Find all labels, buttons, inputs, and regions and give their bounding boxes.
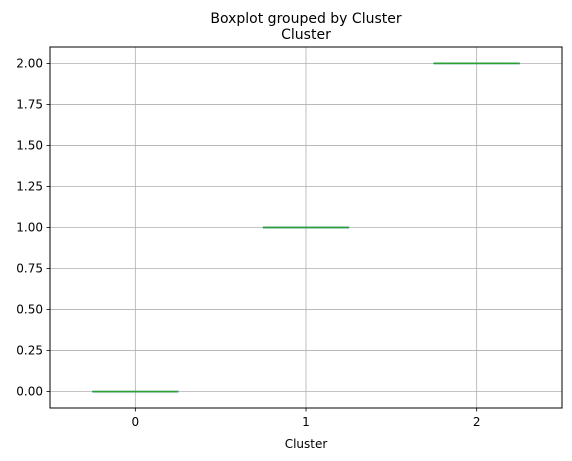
y-axis: 0.00 0.25 0.50 0.75 1.00 1.25 1.50 1.75 2.00 [16,56,50,399]
y-tick-label: 0.50 [16,303,43,317]
y-tick-label: 0.00 [16,385,43,399]
y-tick-label: 2.00 [16,56,43,70]
chart-suptitle: Boxplot grouped by Cluster [210,11,401,27]
y-tick-label: 0.75 [16,262,43,276]
x-tick-label: 1 [302,415,310,429]
x-tick-label: 2 [473,415,481,429]
chart-title: Cluster [281,27,331,43]
x-axis-label: Cluster [285,437,328,451]
x-axis: 0 1 2 [132,408,481,429]
x-tick-label: 0 [132,415,140,429]
y-tick-label: 1.50 [16,138,43,152]
box-series [92,62,520,393]
y-tick-label: 0.25 [16,344,43,358]
y-tick-label: 1.25 [16,179,43,193]
y-tick-label: 1.75 [16,97,43,111]
y-tick-label: 1.00 [16,221,43,235]
